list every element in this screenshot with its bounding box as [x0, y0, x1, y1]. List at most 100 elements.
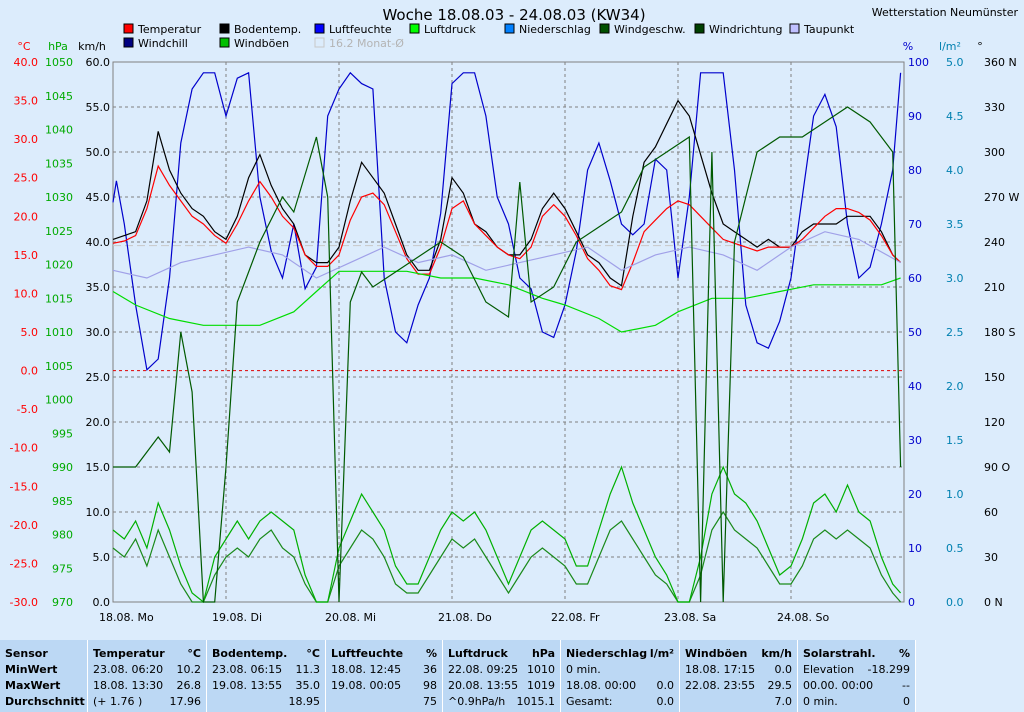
x-tick-label: 18.08. Mo	[99, 611, 154, 624]
y-tick-label: 50.0	[86, 146, 111, 159]
y-tick-label: 50	[908, 326, 922, 339]
stats-value: 0.0	[656, 695, 675, 708]
stats-value: 0.0	[656, 679, 675, 692]
legend-swatch	[219, 37, 230, 48]
stats-label-min: MinWert	[5, 663, 58, 676]
y-tick-label: 1.5	[946, 434, 964, 447]
stats-cell: 22.08. 09:25	[448, 663, 519, 676]
stats-value: 26.8	[176, 679, 202, 692]
stats-cell: Luftfeuchte	[331, 647, 404, 660]
stats-value: 1019	[527, 679, 555, 692]
legend-entry: 16.2 Monat-Ø	[329, 37, 404, 50]
axis-unit-label: hPa	[48, 40, 68, 53]
y-tick-label: 180 S	[984, 326, 1015, 339]
stats-value: 75	[423, 695, 437, 708]
y-tick-label: 995	[52, 427, 73, 440]
y-tick-label: 90	[908, 110, 922, 123]
stats-cell: (+ 1.76 )	[93, 695, 143, 708]
y-tick-label: 990	[52, 461, 73, 474]
stats-value: 10.2	[176, 663, 202, 676]
y-tick-label: 1040	[45, 124, 73, 137]
axis-unit-label: °C	[17, 40, 31, 53]
chart-title: Woche 18.08.03 - 24.08.03 (KW34)	[382, 6, 645, 24]
stats-value: 1015.1	[516, 695, 556, 708]
station-name: Wetterstation Neumünster	[871, 6, 1018, 19]
y-tick-label: 25.0	[86, 371, 111, 384]
y-tick-label: 1030	[45, 191, 73, 204]
y-tick-label: 5.0	[21, 326, 39, 339]
y-tick-label: 15.0	[14, 249, 39, 262]
y-tick-label: 55.0	[86, 101, 111, 114]
legend-entry: Niederschlag	[519, 23, 591, 36]
y-tick-label: 40	[908, 380, 922, 393]
legend-swatch	[314, 23, 325, 34]
y-tick-label: 30	[984, 551, 998, 564]
y-tick-label: 10	[908, 542, 922, 555]
legend-swatch	[789, 23, 800, 34]
y-tick-label: 970	[52, 596, 73, 609]
stats-column: Bodentemp. °C 23.08. 06:15 11.3 19.08. 13:55…	[207, 640, 326, 712]
y-tick-label: 210	[984, 281, 1005, 294]
stats-value: -18.299	[867, 663, 910, 676]
y-tick-label: 90 O	[984, 461, 1010, 474]
stats-cell: 18.08. 12:45	[331, 663, 402, 676]
y-tick-label: 15.0	[86, 461, 111, 474]
y-tick-label: 330	[984, 101, 1005, 114]
y-tick-label: 1.0	[946, 488, 964, 501]
legend-swatch	[694, 23, 705, 34]
y-tick-label: 270 W	[984, 191, 1019, 204]
weather-chart: 40.0 35.0 30.0 25.0 20.0 15.0 10.0 5.0 0.0 -5.0 -1…	[10, 6, 1020, 624]
stats-filler	[916, 640, 1024, 712]
legend-swatch	[314, 37, 325, 48]
y-tick-label: 150	[984, 371, 1005, 384]
stats-cell: Windböen	[685, 647, 748, 660]
x-tick-label: 20.08. Mi	[325, 611, 376, 624]
y-tick-label: 1025	[45, 225, 73, 238]
stats-value: hPa	[531, 647, 555, 660]
y-tick-label: 5.0	[946, 56, 964, 69]
legend-swatch	[123, 37, 134, 48]
legend-entry: Windböen	[234, 37, 289, 50]
stats-cell: 22.08. 23:55	[685, 679, 756, 692]
stats-label-sensor: Sensor	[5, 647, 48, 660]
axis-unit-label: °	[977, 40, 983, 53]
stats-cell: Bodentemp.	[212, 647, 288, 660]
y-tick-label: 20.0	[86, 416, 111, 429]
series-line-luftdruck	[112, 270, 901, 333]
stats-cell: 0 min.	[803, 695, 838, 708]
y-tick-label: 40.0	[14, 56, 39, 69]
stats-cell: 0 min.	[566, 663, 601, 676]
axis-unit-label: l/m²	[939, 40, 961, 53]
stats-value: 18.95	[288, 695, 321, 708]
y-tick-label: 975	[52, 562, 73, 575]
y-tick-label: -10.0	[10, 442, 38, 455]
stats-value: °C	[306, 647, 320, 660]
stats-value: 29.5	[767, 679, 793, 692]
y-tick-label: 100	[908, 56, 929, 69]
y-tick-label: 3.0	[946, 272, 964, 285]
legend-swatch	[409, 23, 420, 34]
legend-entry: Luftdruck	[424, 23, 476, 36]
stats-value: --	[902, 679, 910, 692]
y-tick-label: 0.5	[946, 542, 964, 555]
y-tick-label: 20.0	[14, 210, 39, 223]
stats-cell: 20.08. 13:55	[448, 679, 519, 692]
series-line-windben	[112, 465, 902, 604]
y-tick-label: 985	[52, 495, 73, 508]
stats-cell: 19.08. 00:05	[331, 679, 402, 692]
y-tick-label: 60	[908, 272, 922, 285]
stats-cell: 18.08. 00:00	[566, 679, 637, 692]
stats-value: 36	[423, 663, 437, 676]
y-tick-label: 5.0	[93, 551, 111, 564]
stats-column: Niederschlag l/m² 0 min. 18.08. 00:00 0.0 Ges…	[561, 640, 680, 712]
stats-label-avg: Durchschnitt	[5, 695, 85, 708]
y-tick-label: -30.0	[10, 596, 38, 609]
y-tick-label: 120	[984, 416, 1005, 429]
y-tick-label: 0 N	[984, 596, 1003, 609]
legend-swatch	[219, 23, 230, 34]
stats-column: Luftfeuchte% 18.08. 12:45 36 19.08. 00:05 98…	[326, 640, 443, 712]
legend-entry: Bodentemp.	[234, 23, 301, 36]
y-tick-label: 60.0	[86, 56, 111, 69]
legend-entry: Windchill	[138, 37, 188, 50]
y-tick-label: 30	[908, 434, 922, 447]
